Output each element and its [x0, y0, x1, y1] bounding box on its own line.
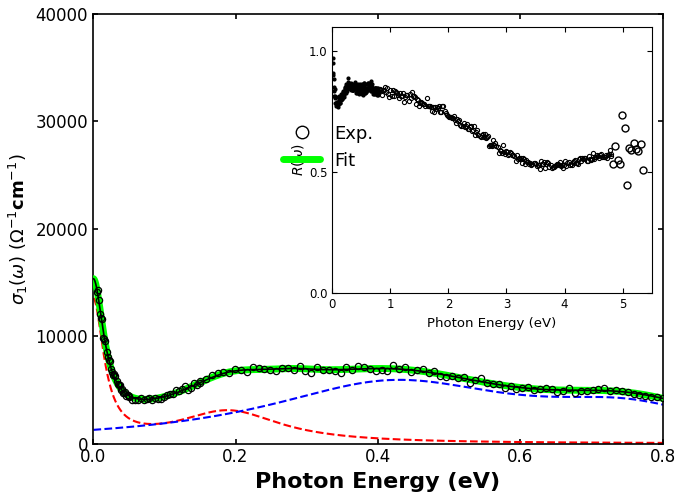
Y-axis label: $\sigma_1(\omega)$ $(\Omega^{-1}$cm$^{-1})$: $\sigma_1(\omega)$ $(\Omega^{-1}$cm$^{-1… [7, 153, 30, 304]
X-axis label: Photon Energy (eV): Photon Energy (eV) [255, 472, 501, 492]
Legend: Exp., Fit: Exp., Fit [276, 117, 380, 177]
